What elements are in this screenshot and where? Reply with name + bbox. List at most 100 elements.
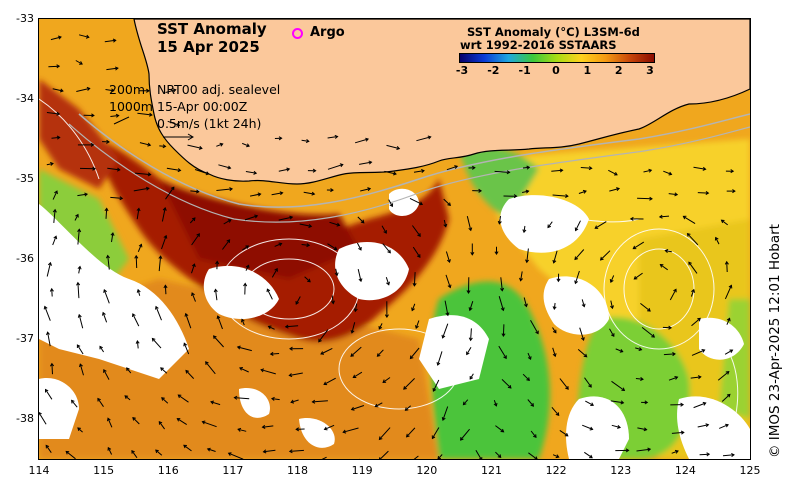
current-arrow	[107, 255, 110, 270]
scale-arrow	[163, 133, 194, 141]
current-arrowhead	[269, 351, 274, 356]
x-tick-label: 123	[610, 464, 632, 477]
current-arrowhead	[161, 397, 165, 401]
current-arrow	[498, 296, 504, 311]
current-arrow	[183, 343, 190, 355]
current-arrow	[318, 329, 329, 343]
current-arrowhead	[43, 305, 48, 310]
current-arrow	[190, 190, 199, 193]
current-arrowhead	[219, 142, 224, 147]
current-arrowhead	[85, 34, 90, 39]
colorbar-tick-label: -2	[487, 64, 500, 77]
current-arrow	[610, 300, 613, 309]
current-arrow	[78, 34, 89, 38]
current-arrowhead	[261, 424, 266, 429]
current-arrowhead	[77, 228, 82, 233]
current-arrow	[501, 379, 512, 389]
current-arrowhead	[107, 417, 111, 422]
isobath-200m	[78, 113, 750, 208]
current-arrowhead	[289, 346, 293, 351]
current-arrowhead	[158, 420, 163, 425]
current-arrowhead	[701, 349, 706, 353]
current-arrowhead	[46, 331, 50, 336]
current-arrow	[266, 288, 273, 300]
current-arrowhead	[702, 166, 707, 171]
x-tick-label: 118	[287, 464, 309, 477]
current-arrowhead	[682, 215, 687, 220]
current-arrow	[574, 249, 585, 260]
current-arrowhead	[468, 227, 473, 232]
current-arrowhead	[160, 367, 164, 371]
current-arrowhead	[378, 457, 381, 459]
current-arrow	[640, 303, 651, 312]
current-arrowhead	[523, 303, 528, 308]
x-tick-label: 117	[222, 464, 244, 477]
current-arrow	[271, 192, 283, 196]
current-arrow	[416, 136, 431, 142]
current-arrowhead	[49, 362, 55, 367]
current-arrowhead	[726, 393, 731, 398]
current-arrow	[521, 190, 529, 193]
current-arrow	[187, 144, 203, 149]
current-arrowhead	[358, 246, 362, 251]
current-arrowhead	[334, 272, 339, 277]
current-arrowhead	[138, 243, 143, 248]
current-arrowhead	[614, 171, 618, 176]
sst-map[interactable]	[38, 18, 751, 460]
current-arrowhead	[176, 122, 181, 127]
current-arrowhead	[446, 259, 451, 263]
current-arrowhead	[658, 214, 663, 219]
current-arrowhead	[644, 400, 649, 405]
current-arrowhead	[136, 207, 141, 212]
current-arrowhead	[368, 160, 373, 165]
current-arrow	[241, 319, 245, 326]
current-arrow	[160, 367, 168, 374]
current-arrow	[164, 285, 167, 295]
current-arrowhead	[441, 334, 446, 339]
current-arrow	[691, 318, 701, 327]
current-arrow	[411, 303, 416, 311]
current-arrowhead	[621, 387, 626, 392]
current-arrowhead	[378, 325, 383, 330]
current-arrowhead	[253, 170, 258, 175]
current-arrow	[609, 328, 615, 337]
current-arrowhead	[647, 307, 651, 312]
current-arrow	[47, 332, 51, 347]
current-arrowhead	[77, 313, 82, 318]
current-arrowhead	[54, 190, 58, 195]
current-arrow	[359, 161, 372, 165]
current-arrow	[177, 418, 187, 426]
current-arrow	[528, 452, 538, 459]
current-arrow	[234, 397, 250, 400]
current-arrowhead	[227, 165, 232, 170]
current-arrowhead	[45, 388, 49, 393]
map-title: SST Anomaly	[157, 20, 267, 38]
isobath-200m-label: 200m	[109, 82, 146, 97]
current-arrow	[697, 192, 709, 194]
current-arrowhead	[176, 418, 181, 422]
current-arrow	[152, 338, 162, 349]
current-arrowhead	[443, 223, 448, 228]
current-arrowhead	[625, 448, 630, 453]
current-arrow	[354, 303, 358, 312]
current-arrow	[166, 167, 181, 171]
current-arrowhead	[673, 288, 677, 293]
current-arrow	[609, 188, 620, 192]
current-arrowhead	[267, 325, 272, 330]
current-arrowhead	[730, 169, 735, 174]
y-tick-label: -37	[16, 332, 34, 345]
current-arrowhead	[155, 449, 159, 454]
current-arrow	[343, 427, 359, 433]
current-arrowhead	[70, 399, 75, 404]
current-arrowhead	[403, 386, 407, 390]
current-arrow	[403, 378, 415, 390]
current-arrowhead	[39, 411, 42, 416]
current-arrowhead	[616, 187, 621, 192]
current-arrow	[523, 297, 527, 307]
current-arrowhead	[114, 66, 119, 71]
colorbar-title: SST Anomaly (°C) L3SM-6d	[467, 25, 640, 39]
current-arrow	[216, 143, 223, 147]
current-arrowhead	[525, 259, 529, 264]
current-arrow	[381, 225, 387, 234]
current-arrow	[663, 170, 672, 175]
